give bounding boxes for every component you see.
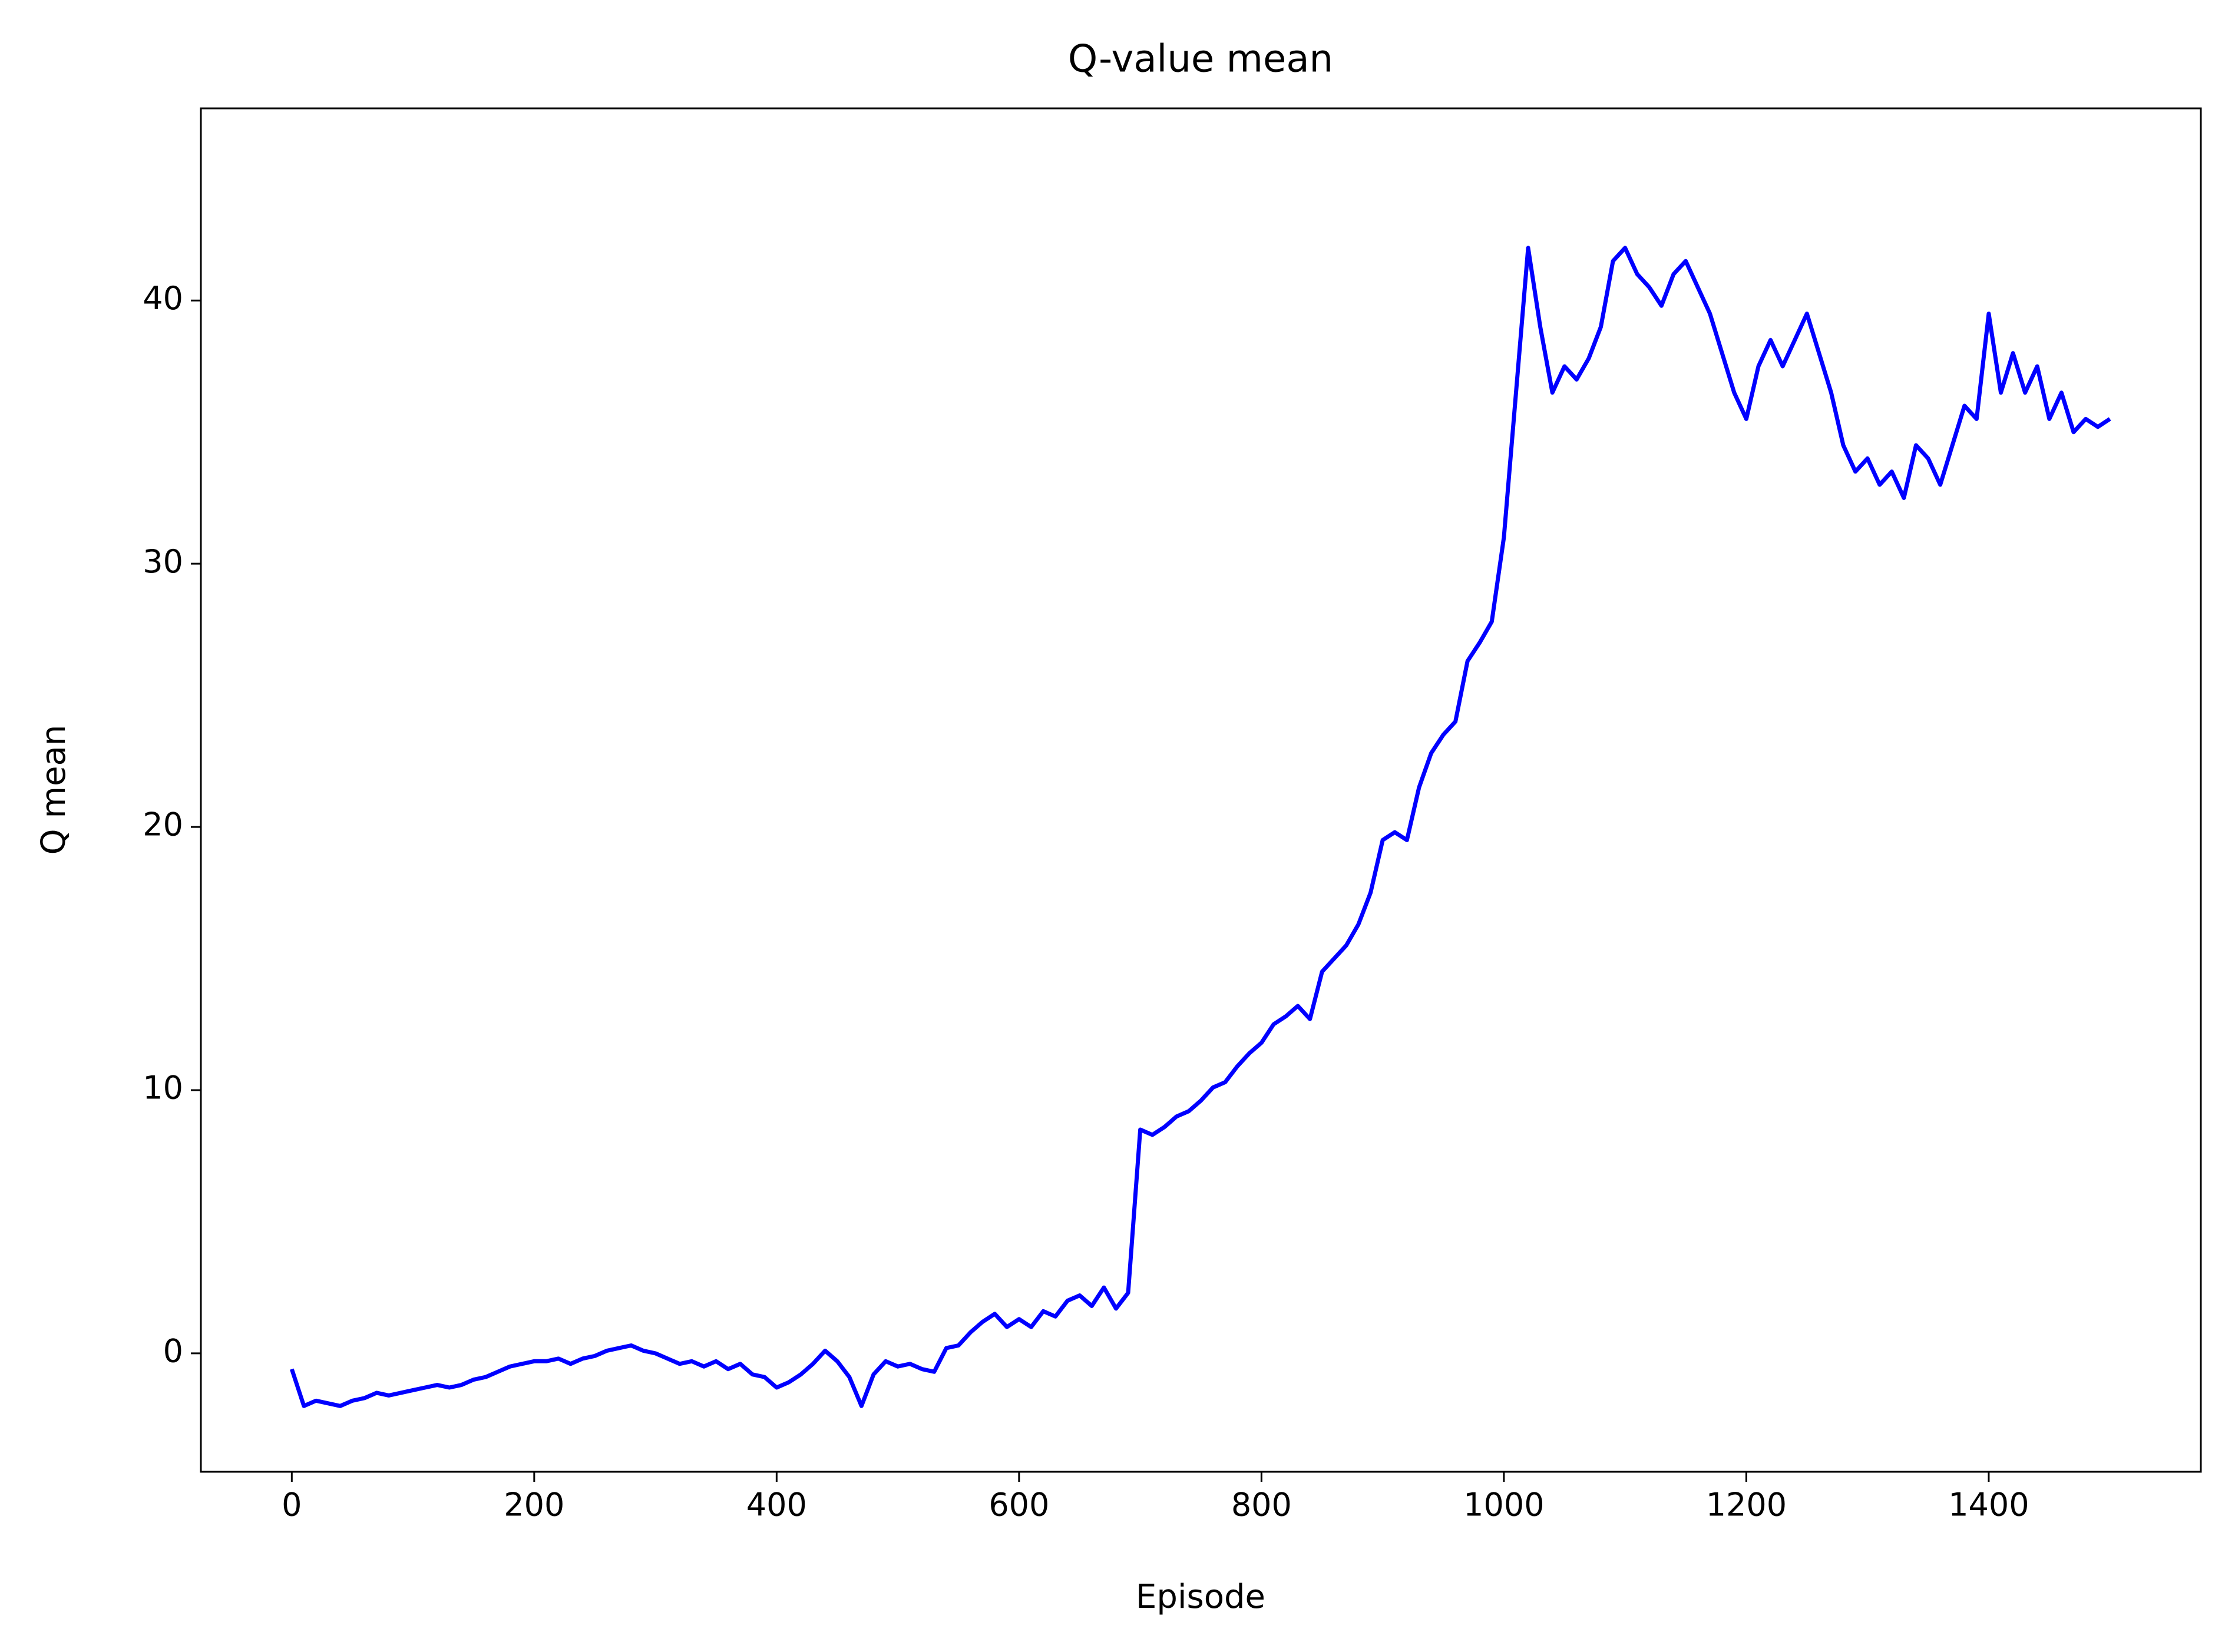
x-tick-label: 1200 (1706, 1487, 1787, 1524)
plot-frame (200, 107, 2202, 1473)
y-axis-label: Q mean (35, 725, 73, 855)
y-tick-label: 0 (163, 1333, 183, 1370)
x-tick-label: 800 (1231, 1487, 1292, 1524)
y-tick-label: 30 (143, 543, 183, 580)
x-axis-label: Episode (1136, 1578, 1265, 1616)
x-tick-label: 200 (504, 1487, 564, 1524)
y-tick-label: 10 (143, 1070, 183, 1107)
data-line (289, 246, 2111, 1408)
x-tick-label: 0 (282, 1487, 302, 1524)
chart-title: Q-value mean (1068, 38, 1333, 81)
x-tick-label: 400 (746, 1487, 807, 1524)
y-tick-label: 20 (143, 806, 183, 843)
y-tick-label: 40 (143, 280, 183, 317)
x-tick-label: 600 (988, 1487, 1049, 1524)
x-tick-label: 1400 (1948, 1487, 2029, 1524)
x-tick-label: 1000 (1463, 1487, 1544, 1524)
